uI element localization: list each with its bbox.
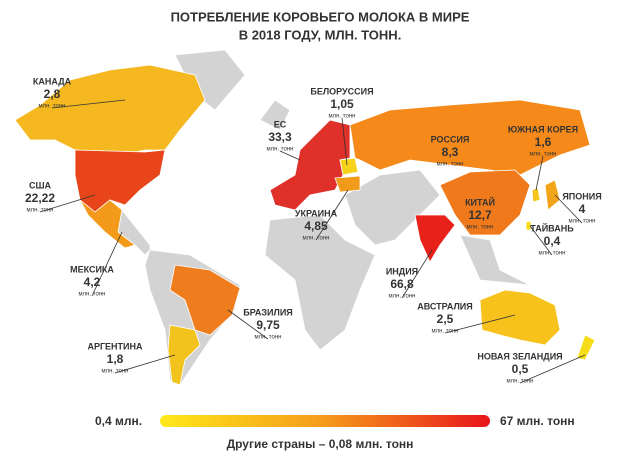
unit: млн. тонн — [79, 292, 106, 298]
leader-line — [227, 309, 269, 340]
country-value: 4,2 — [84, 275, 101, 289]
country-value: 0,4 — [544, 234, 561, 248]
country-shape — [439, 169, 531, 236]
legend-min: 0,4 млн. — [95, 414, 142, 428]
country-name: ЕС — [274, 119, 287, 129]
country-value: 1,05 — [330, 97, 354, 111]
country-shape — [349, 99, 591, 176]
country-name: БРАЗИЛИЯ — [243, 307, 293, 317]
country-shape — [169, 264, 241, 336]
unit: млн. тонн — [530, 152, 557, 158]
leader-line — [554, 194, 583, 224]
leader-line — [529, 225, 553, 256]
country-shape — [525, 220, 532, 231]
leader-line — [444, 314, 516, 334]
unit: млн. тонн — [432, 329, 459, 335]
legend-gradient — [160, 415, 490, 427]
country-value: 0,5 — [512, 362, 529, 376]
leader-line — [114, 354, 176, 374]
country-value: 66,8 — [390, 277, 414, 291]
country-value: 8,3 — [442, 145, 459, 159]
country-name: АВСТРАЛИЯ — [417, 301, 473, 311]
unit: млн. тонн — [102, 369, 129, 375]
unit: млн. тонн — [329, 114, 356, 120]
country-name: АРГЕНТИНА — [87, 341, 143, 351]
legend-max: 67 млн. тонн — [500, 414, 575, 428]
leader-line — [315, 189, 349, 241]
unit: млн. тонн — [569, 219, 596, 225]
unit: млн. тонн — [539, 251, 566, 257]
leader-line — [401, 249, 433, 299]
country-name: ТАЙВАНЬ — [530, 222, 574, 233]
country-value: 22,22 — [25, 191, 55, 205]
country-value: 1,8 — [107, 352, 124, 366]
country-shape — [74, 149, 166, 213]
unit: млн. тонн — [507, 379, 534, 385]
country-value: 9,75 — [256, 318, 280, 332]
unit: млн. тонн — [303, 236, 330, 242]
country-name: США — [29, 180, 52, 190]
title-line: В 2018 ГОДУ, МЛН. ТОНН. — [239, 27, 402, 42]
country-name: ЮЖНАЯ КОРЕЯ — [508, 124, 578, 134]
country-shape — [167, 324, 201, 386]
leader-line — [39, 194, 96, 213]
country-shape — [479, 289, 561, 346]
legend-other: Другие страны – 0,08 млн. тонн — [227, 437, 414, 451]
country-shape — [14, 64, 206, 156]
country-shape — [576, 334, 596, 361]
title-line: ПОТРЕБЛЕНИЕ КОРОВЬЕГО МОЛОКА В МИРЕ — [171, 9, 470, 24]
leader-line — [91, 231, 123, 297]
country-value: 4,85 — [304, 219, 328, 233]
country-name: ИНДИЯ — [386, 266, 418, 276]
leader-line — [279, 150, 301, 161]
country-name: МЕКСИКА — [70, 264, 114, 274]
unit: млн. тонн — [267, 147, 294, 153]
country-shape — [334, 175, 361, 193]
country-name: ЯПОНИЯ — [562, 191, 601, 201]
leader-line — [535, 155, 544, 191]
country-value: 2,5 — [437, 312, 454, 326]
country-name: НОВАЯ ЗЕЛАНДИЯ — [477, 351, 562, 361]
country-value: 33,3 — [268, 130, 292, 144]
unit: млн. тонн — [27, 208, 54, 214]
country-shape — [79, 199, 136, 249]
country-shape — [414, 214, 456, 263]
unit: млн. тонн — [467, 225, 494, 231]
leader-line — [51, 99, 126, 109]
country-name: БЕЛОРУССИЯ — [310, 86, 373, 96]
leader-line — [341, 117, 348, 166]
country-value: 4 — [579, 202, 586, 216]
country-shape — [339, 157, 359, 176]
country-name: КАНАДА — [33, 76, 72, 86]
unit: млн. тонн — [255, 335, 282, 341]
country-value: 12,7 — [468, 208, 492, 222]
country-shape — [531, 187, 541, 203]
country-value: 2,8 — [44, 87, 61, 101]
country-name: КИТАЙ — [465, 196, 495, 207]
unit: млн. тонн — [389, 294, 416, 300]
countries — [14, 64, 596, 386]
unit: млн. тонн — [39, 104, 66, 110]
country-name: УКРАИНА — [295, 208, 338, 218]
country-value: 1,6 — [535, 135, 552, 149]
leader-line — [519, 354, 586, 384]
country-shape — [544, 179, 561, 211]
unit: млн. тонн — [437, 162, 464, 168]
country-name: РОССИЯ — [431, 134, 470, 144]
